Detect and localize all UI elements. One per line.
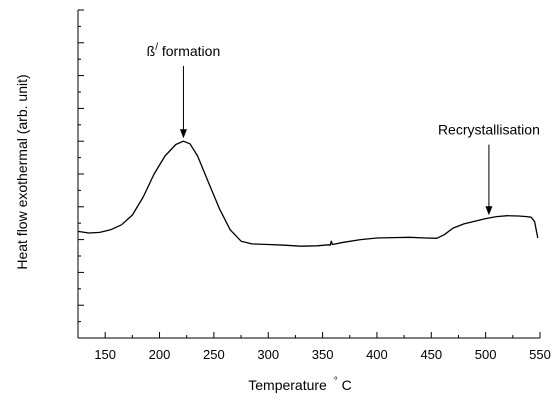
annotation-arrow-head-recryst	[485, 206, 493, 216]
x-tick-label-200: 200	[149, 347, 171, 362]
x-tick-label-450: 450	[420, 347, 442, 362]
annotation-text-recryst: Recrystallisation	[438, 122, 540, 138]
x-ticks	[104, 332, 541, 338]
annotations: ß/ formation Recrystallisation	[147, 42, 540, 216]
x-tick-label-500: 500	[475, 347, 497, 362]
annotation-arrow-head-beta	[179, 129, 187, 139]
annotation-label-beta: ß/ formation	[147, 42, 221, 59]
annotation-superscript-beta: /	[155, 42, 158, 53]
series-line	[77, 140, 539, 247]
y-ticks	[78, 9, 84, 323]
axes	[77, 10, 540, 339]
x-tick-label-250: 250	[203, 347, 225, 362]
x-axis-label: Temperature ° C	[248, 371, 352, 393]
x-tick-labels: 150 200 250 300 350 400 450 500 550	[94, 347, 551, 362]
x-axis-unit-degree: °	[334, 376, 338, 387]
x-axis-unit-letter: C	[342, 377, 352, 393]
annotation-text-beta: formation	[158, 43, 220, 59]
x-tick-label-150: 150	[94, 347, 116, 362]
x-tick-label-400: 400	[366, 347, 388, 362]
y-axis-label: Heat flow exothermal (arb. unit)	[14, 74, 30, 269]
x-tick-label-300: 300	[257, 347, 279, 362]
x-tick-label-550: 550	[529, 347, 551, 362]
annotation-label-recryst: Recrystallisation	[438, 122, 540, 138]
x-tick-label-350: 350	[312, 347, 334, 362]
annotation-symbol-beta: ß	[147, 43, 156, 59]
x-axis-label-text: Temperature	[248, 377, 327, 393]
